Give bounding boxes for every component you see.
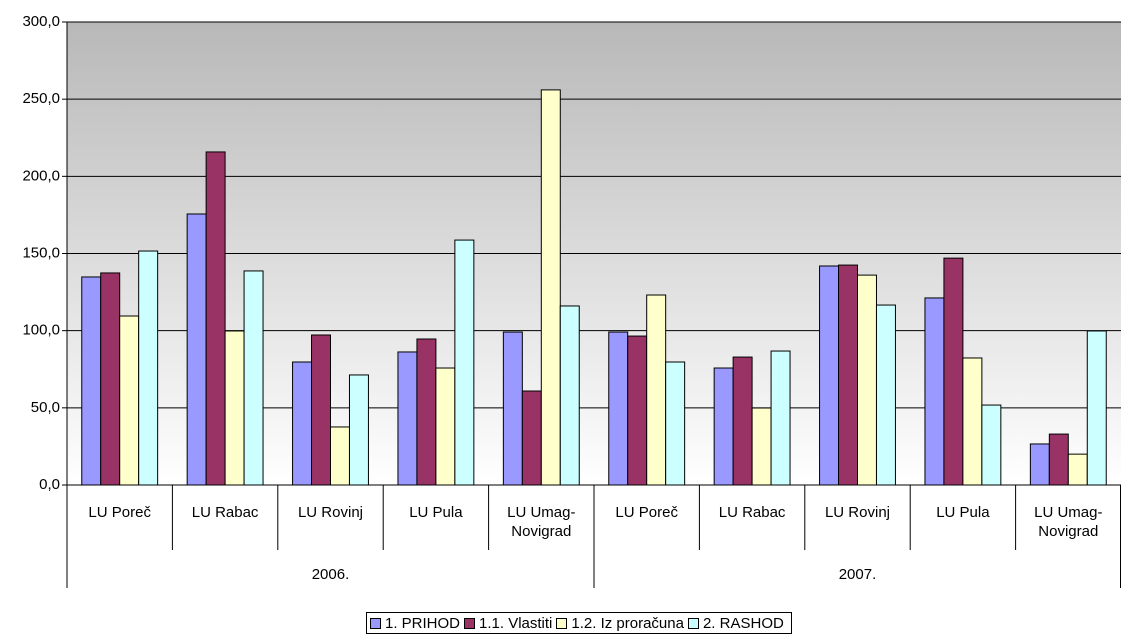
bar	[311, 334, 332, 486]
bar	[608, 331, 629, 486]
bar	[416, 338, 437, 486]
bar	[1048, 433, 1069, 486]
x-tick-label: LU Rabac	[718, 504, 786, 521]
y-tick-label: 100,0	[22, 322, 60, 339]
legend-swatch	[370, 617, 381, 629]
legend-item: 1.2. Iz proračuna	[556, 615, 684, 632]
bar	[981, 404, 1002, 486]
x-tick-label: LU Umag- Novigrad	[1034, 504, 1103, 540]
group-label: 2006.	[312, 566, 350, 583]
bar	[627, 335, 648, 486]
legend-swatch	[687, 617, 699, 629]
bar	[943, 257, 964, 486]
legend-item: 2. RASHOD	[687, 614, 784, 632]
bar	[330, 426, 350, 486]
x-tick-label: LU Poreč	[88, 504, 151, 521]
bar	[397, 351, 418, 486]
bar	[713, 367, 734, 486]
bar	[732, 356, 753, 486]
x-tick-label: LU Pula	[936, 504, 990, 521]
bar	[1086, 330, 1107, 486]
y-tick-label: 200,0	[22, 167, 60, 184]
y-tick-label: 150,0	[22, 244, 60, 261]
bar	[119, 315, 140, 486]
bar	[962, 357, 983, 486]
y-tick-label: 300,0	[22, 13, 60, 30]
y-tick-label: 0,0	[39, 476, 60, 493]
bar	[81, 276, 102, 486]
legend-label: 1.2. Iz proračuna	[571, 614, 684, 632]
bar	[559, 305, 580, 486]
y-tick-label: 50,0	[31, 399, 60, 416]
bar	[205, 151, 226, 486]
bar	[1029, 443, 1050, 486]
legend-item: 1.1. Vlastiti	[464, 615, 552, 632]
bar	[924, 297, 945, 486]
bar	[875, 304, 896, 486]
x-tick-label: LU Poreč	[615, 504, 678, 521]
legend-swatch	[464, 617, 476, 629]
bar	[838, 264, 859, 486]
x-tick-label: LU Rovinj	[824, 504, 890, 521]
bar	[138, 250, 159, 486]
bar	[751, 407, 772, 486]
y-tick-label: 250,0	[22, 90, 60, 107]
bar	[770, 350, 791, 486]
legend: 1. PRIHOD 1.1. Vlastiti 1.2. Iz proračuna 2…	[366, 612, 792, 634]
bar	[521, 390, 542, 486]
bar	[454, 239, 475, 486]
bar	[224, 330, 245, 486]
bar	[857, 274, 877, 486]
bar	[243, 270, 264, 486]
bar	[435, 367, 456, 486]
legend-swatch	[556, 617, 568, 629]
bar	[186, 213, 207, 486]
bar	[540, 89, 561, 486]
legend-item: 1. PRIHOD	[370, 615, 460, 632]
bar	[1067, 453, 1088, 486]
legend-label: 1. PRIHOD	[385, 614, 461, 632]
x-tick-label: LU Rovinj	[297, 504, 363, 521]
bar	[100, 272, 121, 486]
x-tick-label: LU Rabac	[191, 504, 259, 521]
legend-label: 1.1. Vlastiti	[479, 614, 553, 632]
x-tick-label: LU Pula	[409, 504, 463, 521]
bar	[292, 361, 313, 486]
bar	[819, 265, 840, 486]
bar	[665, 361, 686, 486]
x-tick-label: LU Umag- Novigrad	[507, 504, 576, 540]
bar	[646, 294, 667, 486]
legend-label: 2. RASHOD	[702, 614, 784, 632]
bar	[502, 331, 523, 486]
bar	[348, 374, 369, 486]
group-label: 2007.	[839, 566, 877, 583]
